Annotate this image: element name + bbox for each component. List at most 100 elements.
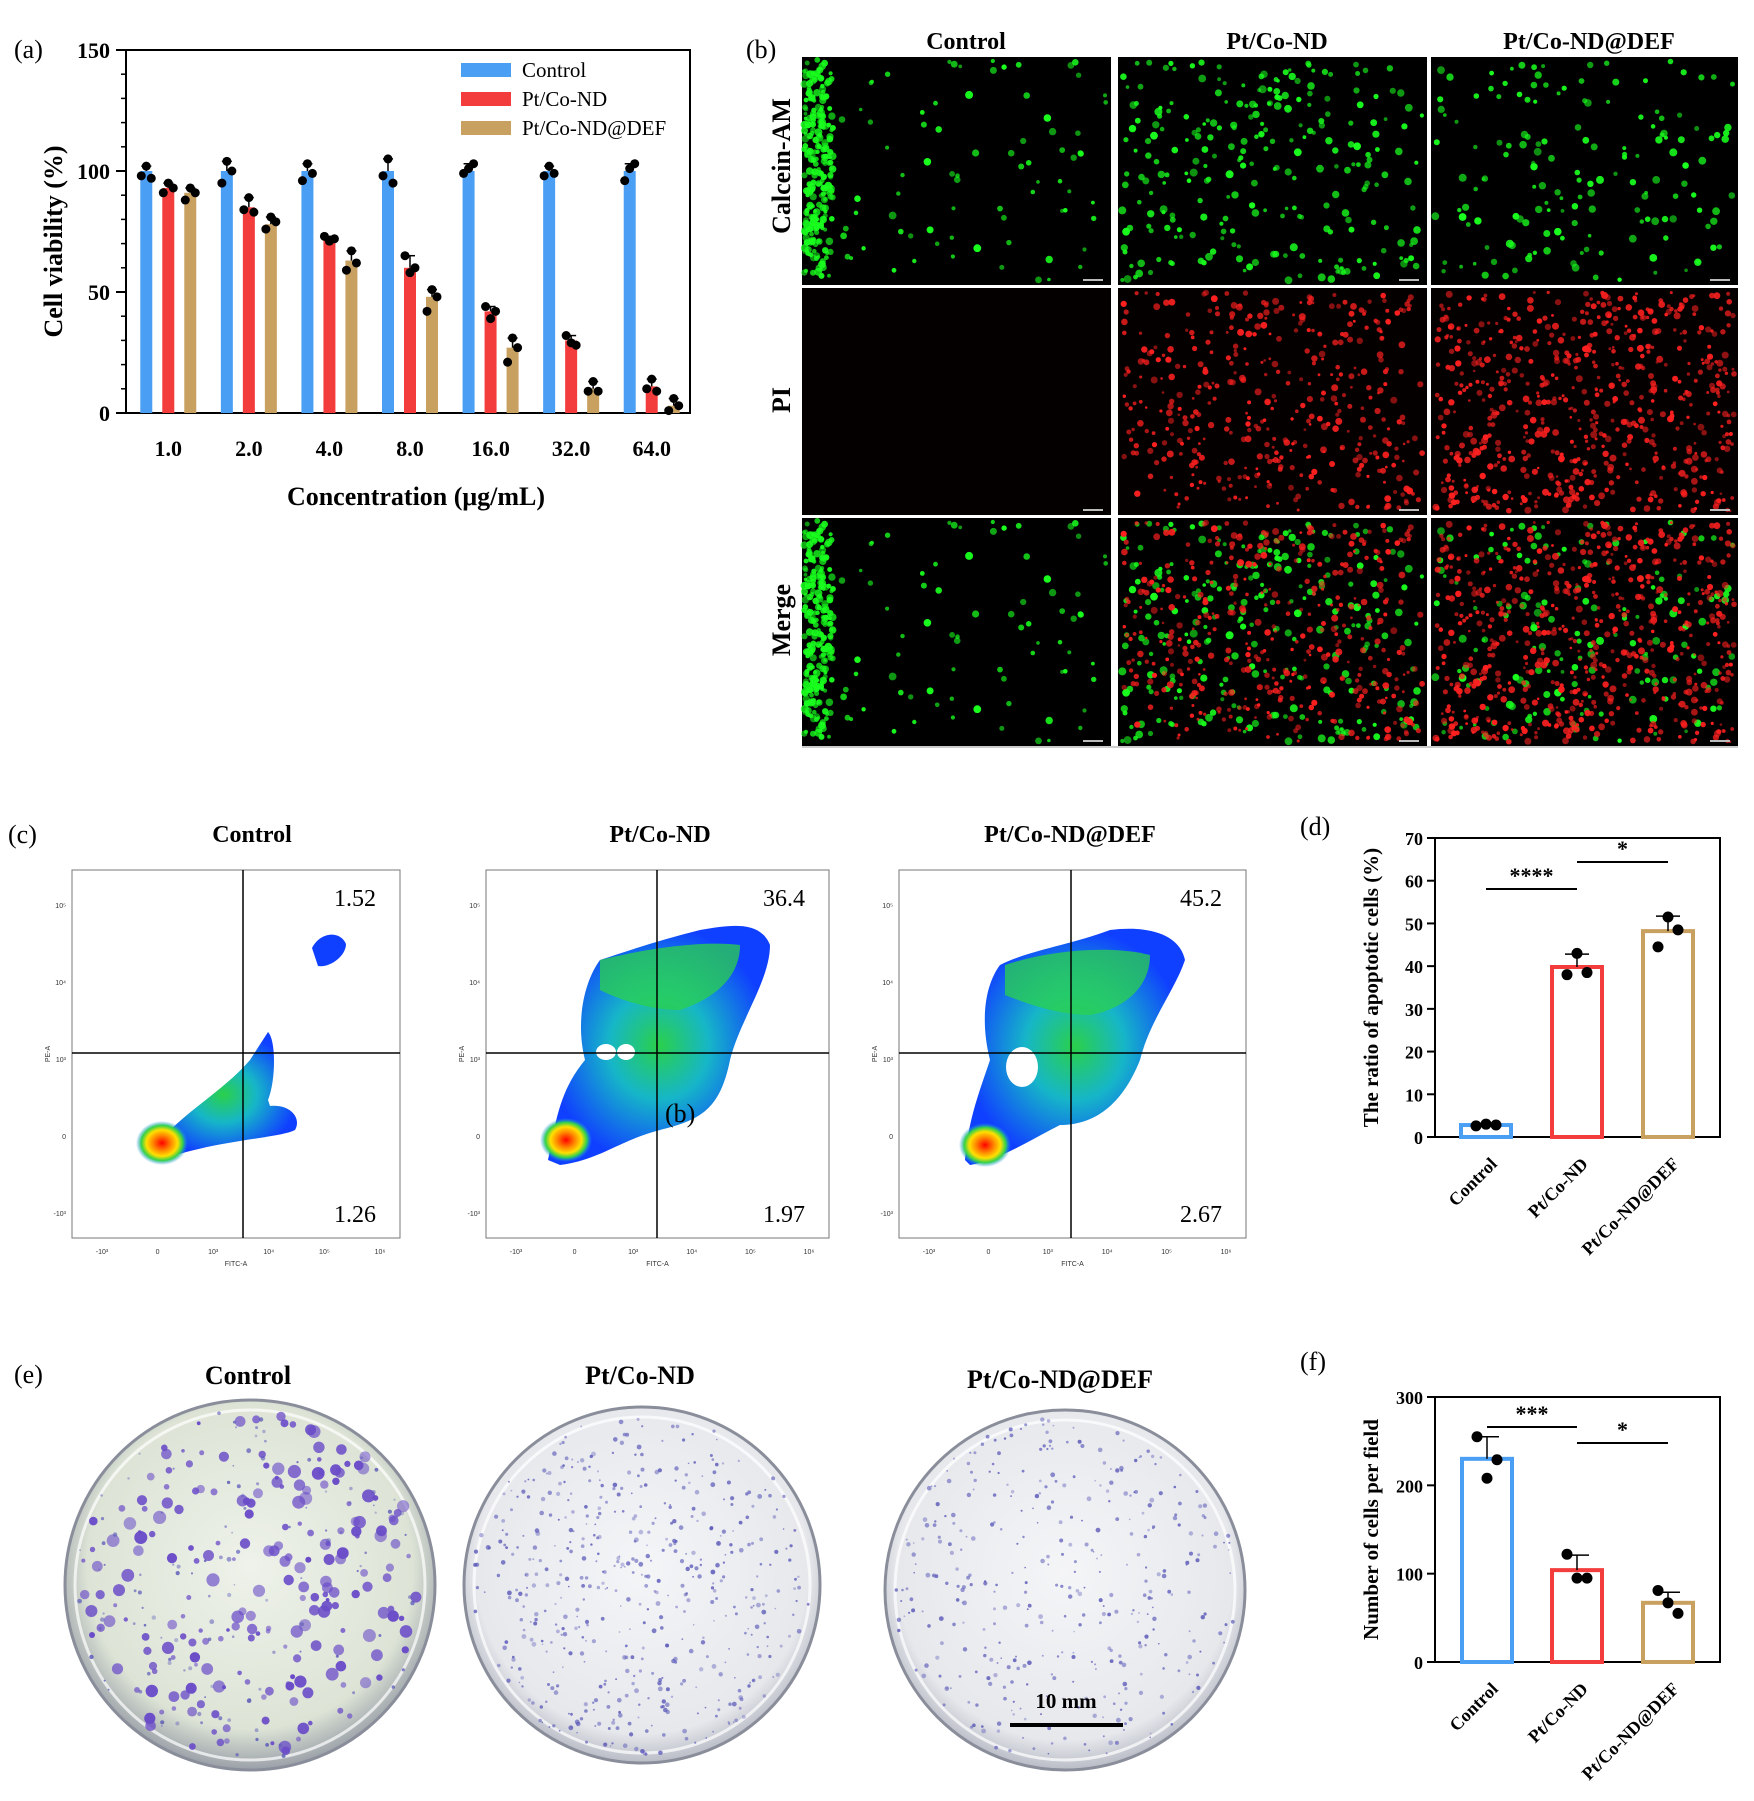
dead-cell-dot [1466,570,1471,575]
dead-cell-dot [1224,426,1230,432]
live-cell-dot [1299,253,1306,259]
live-cell-dot [1361,266,1367,271]
dead-cell-dot [1682,527,1689,533]
live-cell-dot [1226,195,1231,199]
colony [712,1589,717,1593]
live-cell-dot [1171,146,1179,154]
colony [300,1577,303,1580]
live-cell-dot [1519,140,1527,149]
dead-cell-dot [1448,734,1453,740]
colony [254,1728,259,1733]
dead-cell-dot [1679,332,1683,335]
colony [360,1456,363,1460]
dead-cell-dot [1605,550,1609,554]
colony [1179,1473,1182,1477]
colony [631,1492,633,1495]
dead-cell-dot [1691,718,1698,724]
dead-cell-dot [1476,485,1479,488]
dead-cell-dot [1348,729,1355,737]
chart-a-point [593,386,603,396]
dead-cell-dot [1306,418,1311,424]
live-cell-dot [813,209,817,213]
live-cell-dot [820,184,827,192]
colony [328,1587,340,1598]
dead-cell-dot [1151,672,1158,678]
dead-cell-dot [1347,403,1353,409]
live-cell-dot [853,210,859,216]
colony [639,1485,643,1488]
colony [302,1687,314,1699]
live-cell-dot [1302,596,1307,601]
colony [287,1464,301,1479]
colony [180,1690,190,1700]
dead-cell-dot [1690,465,1698,473]
chart-a-point [302,159,312,169]
dead-cell-dot [1447,553,1455,561]
live-cell-dot [1559,196,1564,201]
colony [596,1585,601,1590]
dead-cell-dot [1677,576,1682,581]
live-cell-dot [806,147,814,155]
dead-cell-dot [1458,302,1463,307]
colony [1012,1713,1015,1716]
dead-cell-dot [1243,347,1247,351]
colony [272,1650,276,1655]
dead-cell-dot [1197,384,1202,389]
live-cell-dot [1730,81,1735,87]
dead-cell-dot [1638,647,1645,655]
live-cell-dot [1148,228,1154,234]
dead-cell-dot [1478,551,1485,558]
colony [507,1480,510,1483]
dead-cell-dot [1611,579,1616,584]
dead-cell-dot [1537,394,1540,398]
dead-cell-dot [1554,606,1559,611]
live-cell-dot [973,705,982,714]
dead-cell-dot [1596,606,1601,610]
dead-cell-dot [1318,332,1322,335]
colony [673,1542,677,1546]
colony [588,1465,591,1469]
colony [487,1546,491,1550]
live-cell-dot [1292,666,1297,672]
live-cell-dot [1249,622,1254,628]
live-cell-dot [1137,83,1144,90]
dead-cell-dot [1575,605,1583,613]
colony [385,1563,394,1572]
colony [712,1470,717,1475]
live-cell-dot [858,107,863,112]
live-cell-dot [813,573,821,580]
live-cell-dot [1413,687,1421,695]
dead-cell-dot [1540,417,1545,422]
dead-cell-dot [1570,566,1576,572]
chart-a-legend-label: Control [522,58,586,82]
dead-cell-dot [1569,439,1574,444]
colony [531,1641,537,1647]
colony [633,1674,636,1678]
live-cell-dot [1135,730,1144,739]
dead-cell-dot [1357,373,1361,377]
live-cell-dot [1337,266,1346,275]
dead-cell-dot [1227,477,1231,482]
dead-cell-dot [1441,430,1446,435]
live-cell-dot [801,588,808,596]
colony [554,1544,556,1547]
live-cell-dot [1048,127,1057,136]
live-cell-dot [814,717,819,722]
colony [986,1676,991,1681]
dead-cell-dot [1717,394,1721,399]
dead-cell-dot [1475,379,1480,384]
dead-cell-dot [1123,603,1128,608]
dead-cell-dot [1630,737,1636,744]
live-cell-dot [1596,175,1604,184]
dead-cell-dot [1191,678,1198,685]
dead-cell-dot [1712,734,1719,741]
live-cell-dot [1541,599,1548,606]
dead-cell-dot [1375,549,1381,556]
live-cell-dot [1655,597,1663,605]
dead-cell-dot [1458,694,1462,698]
colony [620,1562,625,1567]
live-cell-dot [972,149,980,157]
dead-cell-dot [1182,595,1187,599]
chart-a-point [508,333,518,343]
dead-cell-dot [1271,676,1275,680]
